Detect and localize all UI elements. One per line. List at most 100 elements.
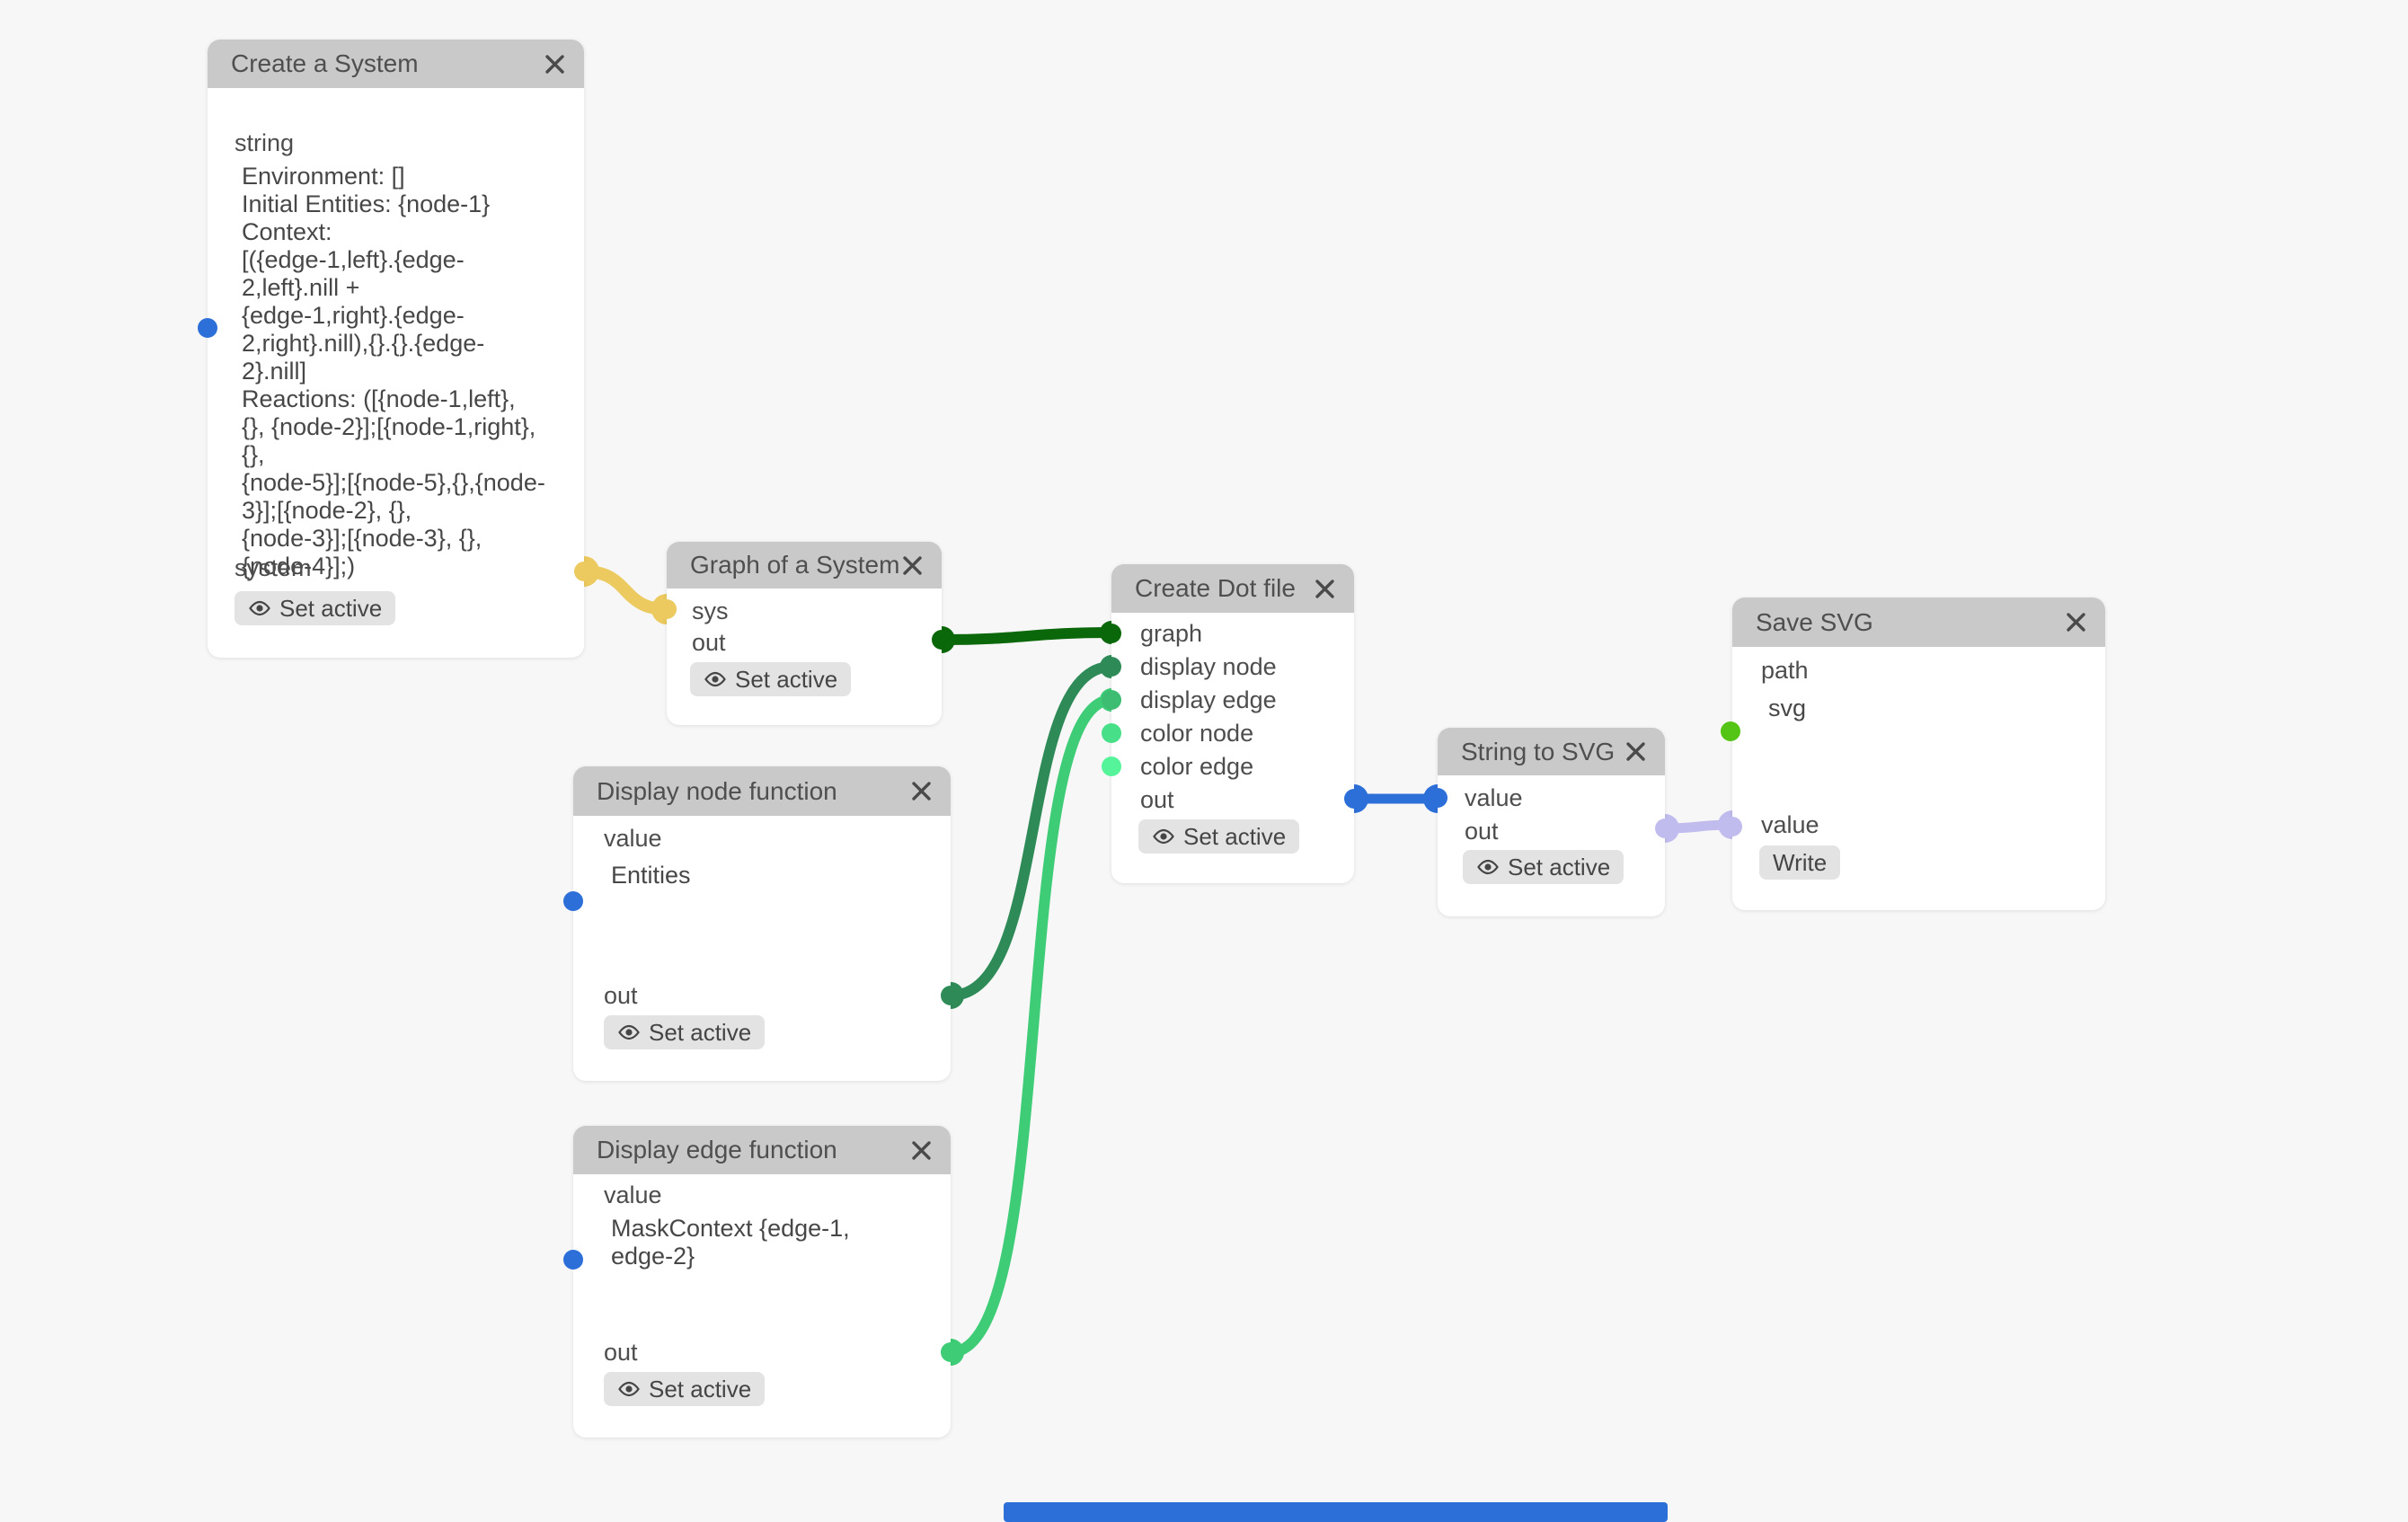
output-label-system: system [235, 554, 312, 581]
eye-icon [618, 1024, 640, 1040]
value-input[interactable]: Entities [611, 862, 691, 889]
wire-out-to-graph[interactable] [936, 627, 1117, 645]
input-label-color-node: color node [1140, 720, 1254, 747]
port-string-input[interactable] [198, 318, 217, 338]
close-icon [1315, 579, 1334, 598]
close-button[interactable] [899, 552, 925, 579]
port-out-output[interactable] [941, 986, 961, 1005]
node-titlebar[interactable]: Create Dot file [1111, 564, 1354, 613]
wire-out-to-display-edge[interactable] [945, 695, 1117, 1358]
set-active-label: Set active [1508, 853, 1611, 880]
input-label-color-edge: color edge [1140, 753, 1254, 780]
output-label-out: out [604, 982, 638, 1009]
close-button[interactable] [1622, 739, 1649, 765]
wire-out-to-display-node[interactable] [945, 661, 1117, 1001]
set-active-button[interactable]: Set active [604, 1015, 766, 1049]
set-active-button[interactable]: Set active [604, 1372, 766, 1406]
port-display-node-input[interactable] [1102, 657, 1121, 677]
node-string-to-svg[interactable]: String to SVG value out Set active [1428, 728, 1675, 916]
port-graph-input[interactable] [1102, 624, 1121, 643]
string-input[interactable]: Environment: [] Initial Entities: {node-… [242, 163, 545, 580]
port-value-input[interactable] [1722, 817, 1742, 836]
eye-icon [618, 1381, 640, 1397]
output-label-out: out [1465, 818, 1499, 845]
node-titlebar[interactable]: String to SVG [1438, 728, 1665, 775]
wire-system-to-sys[interactable] [578, 565, 673, 615]
set-active-label: Set active [735, 665, 838, 693]
eye-icon [704, 671, 726, 687]
field-label-value: value [604, 1181, 662, 1208]
node-title: Graph of a System [690, 551, 899, 579]
close-icon [1625, 742, 1645, 761]
set-active-label: Set active [649, 1375, 752, 1403]
node-titlebar[interactable]: Display edge function [573, 1126, 951, 1174]
node-save-svg[interactable]: Save SVG path svg value Write [1721, 597, 2105, 910]
eye-icon [1477, 859, 1499, 875]
port-out-output[interactable] [941, 1342, 961, 1362]
output-label-out: out [692, 629, 726, 656]
close-button[interactable] [1311, 575, 1338, 602]
input-label-display-node: display node [1140, 653, 1277, 680]
port-system-output[interactable] [574, 562, 594, 581]
output-label-out: out [604, 1339, 638, 1366]
field-label-value: value [604, 825, 662, 852]
input-label-graph: graph [1140, 620, 1203, 647]
close-icon [2066, 613, 2085, 632]
path-input[interactable]: svg [1768, 695, 1807, 721]
set-active-button[interactable]: Set active [690, 662, 852, 696]
close-icon [911, 782, 931, 801]
port-out-output[interactable] [1655, 819, 1675, 838]
node-create-dot-file[interactable]: Create Dot file graph display node displ… [1102, 564, 1364, 883]
field-label-path: path [1761, 657, 1809, 684]
input-label-value: value [1761, 811, 1819, 838]
port-value-input[interactable] [563, 1250, 583, 1270]
node-titlebar[interactable]: Save SVG [1732, 597, 2105, 647]
set-active-button[interactable]: Set active [1463, 850, 1625, 884]
set-active-label: Set active [649, 1018, 752, 1046]
node-title: Create Dot file [1135, 574, 1296, 602]
eye-icon [1153, 828, 1174, 845]
port-path-input[interactable] [1721, 721, 1740, 741]
close-button[interactable] [2062, 609, 2089, 636]
node-title: String to SVG [1461, 737, 1616, 765]
close-icon [911, 1140, 931, 1160]
port-color-node-input[interactable] [1102, 723, 1121, 743]
close-icon [544, 54, 564, 74]
set-active-button[interactable]: Set active [1138, 819, 1300, 854]
close-button[interactable] [907, 1137, 934, 1164]
port-display-edge-input[interactable] [1102, 690, 1121, 710]
node-title: Display edge function [597, 1136, 837, 1164]
horizontal-scrollbar[interactable] [1004, 1502, 1668, 1522]
node-title: Save SVG [1756, 607, 1873, 636]
node-titlebar[interactable]: Create a System [208, 40, 584, 88]
node-display-node-function[interactable]: Display node function value Entities out… [563, 766, 961, 1081]
node-graph-of-a-system[interactable]: Graph of a System sys out Set active [657, 542, 952, 725]
input-label-value: value [1465, 784, 1523, 811]
port-out-output[interactable] [1344, 789, 1364, 809]
set-active-label: Set active [279, 594, 383, 622]
close-icon [902, 555, 922, 575]
node-create-a-system[interactable]: Create a System string Environment: [] I… [198, 40, 594, 658]
close-button[interactable] [907, 778, 934, 805]
set-active-button[interactable]: Set active [235, 591, 396, 625]
output-label-out: out [1140, 786, 1174, 813]
node-title: Display node function [597, 776, 837, 805]
write-button[interactable]: Write [1759, 845, 1841, 880]
node-title: Create a System [231, 49, 419, 77]
port-value-input[interactable] [563, 891, 583, 911]
close-button[interactable] [541, 50, 568, 77]
value-input[interactable]: MaskContext {edge-1, edge-2} [611, 1215, 857, 1270]
port-sys-input[interactable] [657, 599, 677, 619]
input-label-display-edge: display edge [1140, 686, 1277, 713]
port-out-output[interactable] [932, 630, 952, 650]
port-value-input[interactable] [1428, 788, 1447, 808]
eye-icon [249, 600, 270, 616]
field-label-string: string [235, 129, 295, 156]
input-label-sys: sys [692, 597, 729, 624]
write-label: Write [1773, 848, 1828, 876]
node-titlebar[interactable]: Graph of a System [667, 542, 942, 588]
node-titlebar[interactable]: Display node function [573, 766, 951, 816]
node-display-edge-function[interactable]: Display edge function value MaskContext … [563, 1126, 961, 1438]
port-color-edge-input[interactable] [1102, 757, 1121, 776]
